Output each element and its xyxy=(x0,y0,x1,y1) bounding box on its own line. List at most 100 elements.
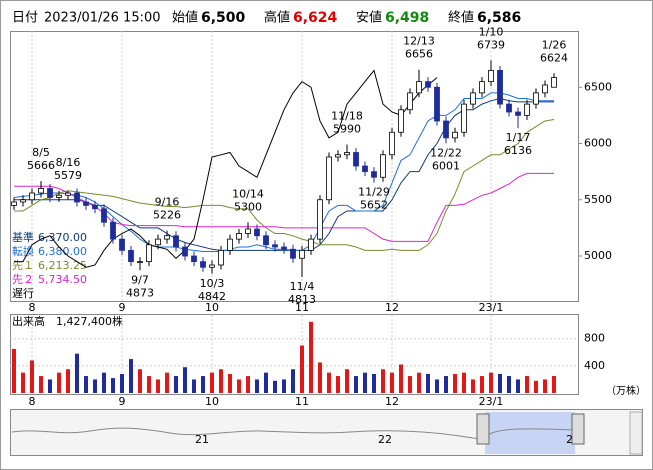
candle-body xyxy=(434,86,440,122)
candle-body xyxy=(335,154,341,158)
candle-body xyxy=(119,238,125,251)
annotation-value: 6656 xyxy=(405,48,433,61)
legend-value: 5,734.50 xyxy=(38,273,87,286)
volume-bar xyxy=(453,374,457,393)
candle-body xyxy=(20,199,26,203)
volume-bar xyxy=(282,379,286,393)
volume-bar xyxy=(246,376,250,393)
x-tick-label: 9 xyxy=(119,301,126,314)
candle-body xyxy=(317,199,323,240)
candle-body xyxy=(29,192,35,201)
annotation-date: 1/10 xyxy=(479,25,504,38)
y-tick-label: 6500 xyxy=(584,80,612,93)
annotation-date: 12/13 xyxy=(403,35,435,48)
y-tick-label: 800 xyxy=(584,332,605,345)
x-tick-label: 11 xyxy=(295,301,309,314)
candle-body xyxy=(110,221,116,240)
candle-body xyxy=(398,109,404,133)
candle-body xyxy=(47,188,53,198)
candle-body xyxy=(326,156,332,201)
header-label: 安値 xyxy=(356,10,382,26)
candle-body xyxy=(209,264,215,268)
volume-bar xyxy=(480,376,484,393)
volume-bar xyxy=(552,376,556,393)
candle-body xyxy=(38,188,44,194)
candle-body xyxy=(182,246,188,257)
legend-value: 6,380.00 xyxy=(38,245,87,258)
candle-body xyxy=(515,111,521,116)
volume-bar xyxy=(426,374,430,393)
annotation-date: 9/7 xyxy=(131,273,149,286)
annotation-date: 10/3 xyxy=(200,277,225,290)
legend-label: 先１ xyxy=(12,259,34,272)
volume-bar xyxy=(336,376,340,393)
volume-bar xyxy=(48,379,52,393)
volume-bar xyxy=(165,372,169,393)
volume-bar xyxy=(75,353,79,393)
candle-body xyxy=(542,84,548,94)
volume-bar xyxy=(174,376,178,393)
y-tick-label: 400 xyxy=(584,359,605,372)
volume-bar xyxy=(525,376,529,393)
x-tick-label: 8 xyxy=(29,395,36,408)
navigator-handle[interactable] xyxy=(571,413,585,445)
volume-bar xyxy=(498,374,502,393)
volume-bar xyxy=(21,372,25,393)
volume-bar xyxy=(129,359,133,393)
navigator-scroll[interactable] xyxy=(629,411,643,455)
annotation-date: 11/4 xyxy=(290,280,315,293)
volume-bar xyxy=(210,372,214,393)
volume-bar xyxy=(12,348,16,393)
annotation-date: 9/16 xyxy=(155,196,180,209)
volume-bar xyxy=(30,360,34,393)
volume-bar xyxy=(192,379,196,393)
header-label: 日付 xyxy=(12,11,38,26)
candle-body xyxy=(470,92,476,105)
candle-body xyxy=(128,249,134,263)
header-close: 6,586 xyxy=(477,10,521,26)
annotation-value: 4813 xyxy=(288,293,316,306)
volume-bar xyxy=(147,376,151,393)
volume-bar xyxy=(111,378,115,393)
x-tick-label: 10 xyxy=(205,301,219,314)
candle-body xyxy=(263,235,269,246)
candle-body xyxy=(344,152,350,156)
candle-body xyxy=(389,131,395,156)
navigator-label: 21 xyxy=(195,433,209,446)
annotation-date: 10/14 xyxy=(232,187,264,200)
volume-bar xyxy=(444,376,448,393)
candle-body xyxy=(533,92,539,105)
candle-body xyxy=(74,192,80,203)
x-tick-label: 12 xyxy=(385,395,399,408)
annotation-value: 6136 xyxy=(504,144,532,157)
candle-body xyxy=(461,103,467,133)
navigator-label: 2 xyxy=(566,433,573,446)
navigator-window[interactable] xyxy=(485,412,575,454)
candle-body xyxy=(173,235,179,248)
annotation-value: 6739 xyxy=(477,38,505,51)
candle-body xyxy=(101,208,107,223)
volume-bar xyxy=(399,364,403,393)
x-tick-label: 11 xyxy=(295,395,309,408)
volume-bar xyxy=(318,362,322,393)
volume-bar xyxy=(255,379,259,393)
indicator-line xyxy=(14,69,438,268)
candle-body xyxy=(236,233,242,240)
navigator-handle[interactable] xyxy=(476,413,490,445)
volume-bar xyxy=(57,372,61,393)
annotation-value: 5652 xyxy=(360,199,388,212)
candle-body xyxy=(425,81,431,88)
candle-body xyxy=(479,81,485,94)
annotation-date: 11/18 xyxy=(331,110,363,123)
volume-bar xyxy=(543,379,547,393)
header-label: 高値 xyxy=(264,10,290,26)
candle-body xyxy=(416,81,422,94)
volume-unit: （万株） xyxy=(606,384,646,397)
candle-body xyxy=(137,261,143,264)
header-datetime: 2023/01/26 15:00 xyxy=(44,11,161,26)
volume-total: 1,427,400株 xyxy=(56,314,123,328)
annotation-date: 12/22 xyxy=(430,146,462,159)
annotation-value: 5990 xyxy=(333,123,361,136)
volume-bar xyxy=(354,376,358,393)
